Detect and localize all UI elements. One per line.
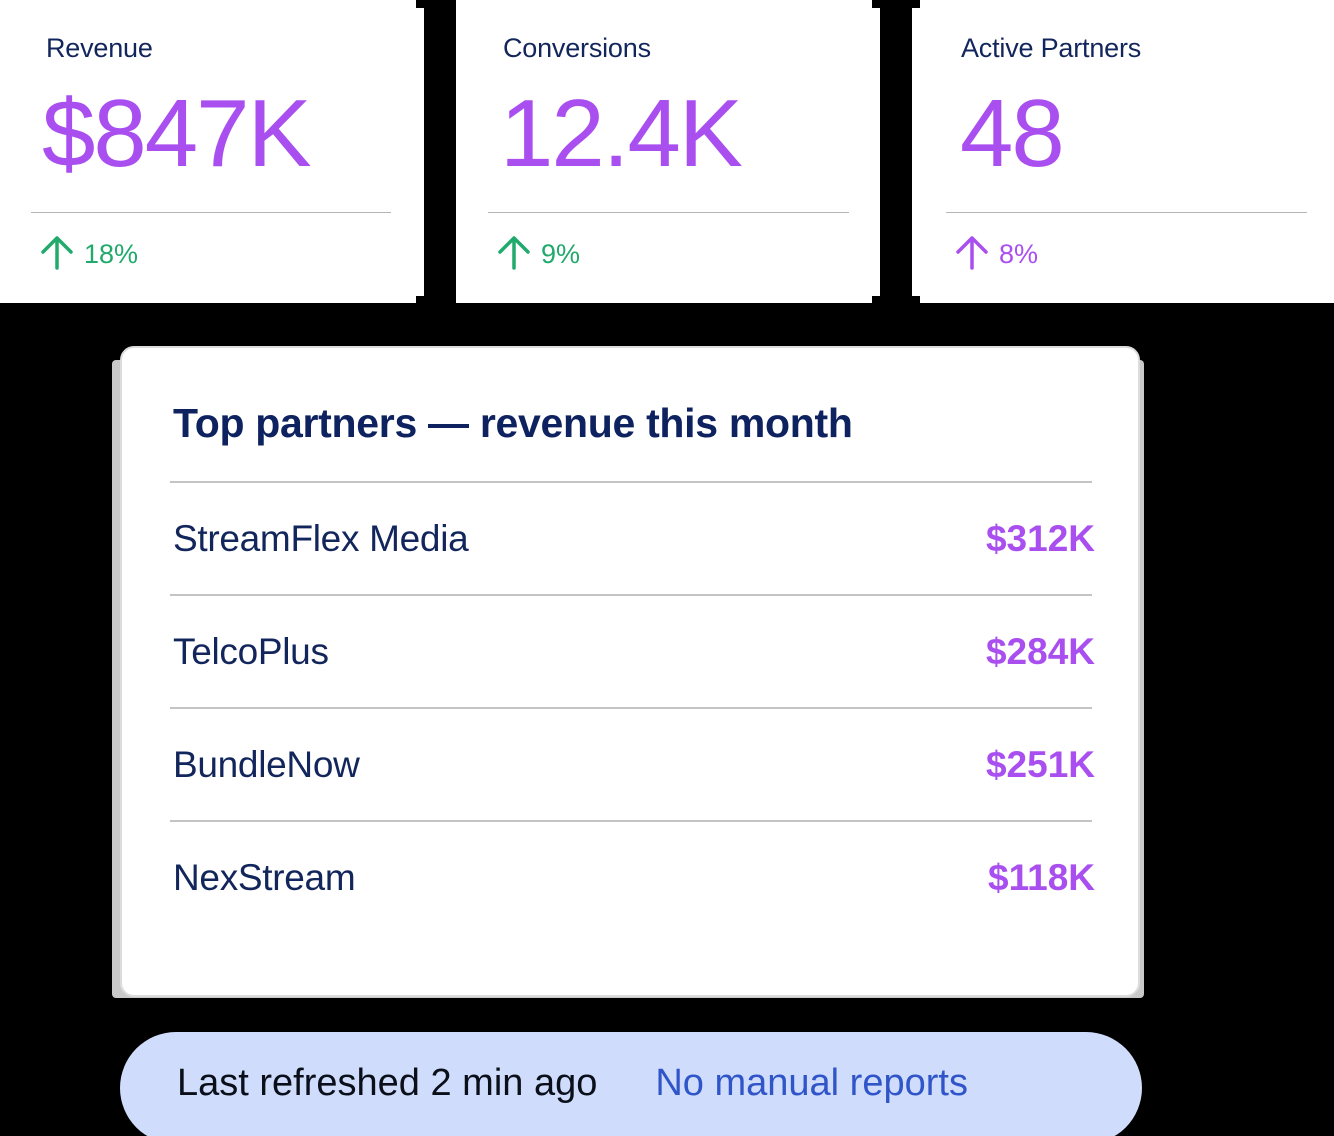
divider (946, 212, 1307, 213)
trend-value: 8% (999, 239, 1039, 269)
divider (488, 212, 849, 213)
kpi-label: Active Partners (961, 33, 1142, 63)
partner-revenue: $312K (985, 517, 1095, 559)
divider (31, 212, 391, 213)
kpi-card-active-partners: Active Partners 48 8% (920, 0, 1334, 303)
last-refreshed-text: Last refreshed 2 min ago (177, 1062, 598, 1104)
kpi-card-revenue: Revenue $847K 18% (0, 0, 416, 303)
arrow-up-icon (40, 234, 74, 275)
partner-name: TelcoPlus (173, 630, 329, 672)
kpi-value: $847K (42, 80, 312, 187)
top-partners-card: Top partners — revenue this month Stream… (120, 346, 1140, 997)
partner-revenue: $251K (985, 743, 1095, 785)
kpi-value: 48 (960, 80, 1065, 187)
card-title: Top partners — revenue this month (173, 400, 853, 446)
status-pill: Last refreshed 2 min ago No manual repor… (120, 1032, 1142, 1136)
partner-name: NexStream (173, 856, 356, 898)
partner-name: BundleNow (173, 743, 360, 785)
trend-value: 18% (84, 239, 139, 269)
partner-row[interactable]: TelcoPlus $284K (170, 594, 1095, 707)
trend-indicator: 18% (40, 234, 138, 275)
partners-list: StreamFlex Media $312K TelcoPlus $284K B… (170, 481, 1095, 933)
trend-value: 9% (541, 239, 581, 269)
no-manual-reports-link[interactable]: No manual reports (655, 1062, 968, 1104)
partner-revenue: $284K (985, 630, 1095, 672)
trend-indicator: 8% (955, 234, 1038, 275)
partner-revenue: $118K (988, 856, 1095, 898)
arrow-up-icon (497, 234, 531, 275)
kpi-card-conversions: Conversions 12.4K 9% (456, 0, 872, 303)
arrow-up-icon (955, 234, 989, 275)
partner-name: StreamFlex Media (173, 517, 469, 559)
partner-row[interactable]: NexStream $118K (170, 820, 1095, 933)
kpi-label: Revenue (46, 33, 153, 63)
trend-indicator: 9% (497, 234, 580, 275)
kpi-label: Conversions (503, 33, 651, 63)
partner-row[interactable]: StreamFlex Media $312K (170, 481, 1095, 594)
partner-row[interactable]: BundleNow $251K (170, 707, 1095, 820)
kpi-value: 12.4K (500, 80, 743, 187)
